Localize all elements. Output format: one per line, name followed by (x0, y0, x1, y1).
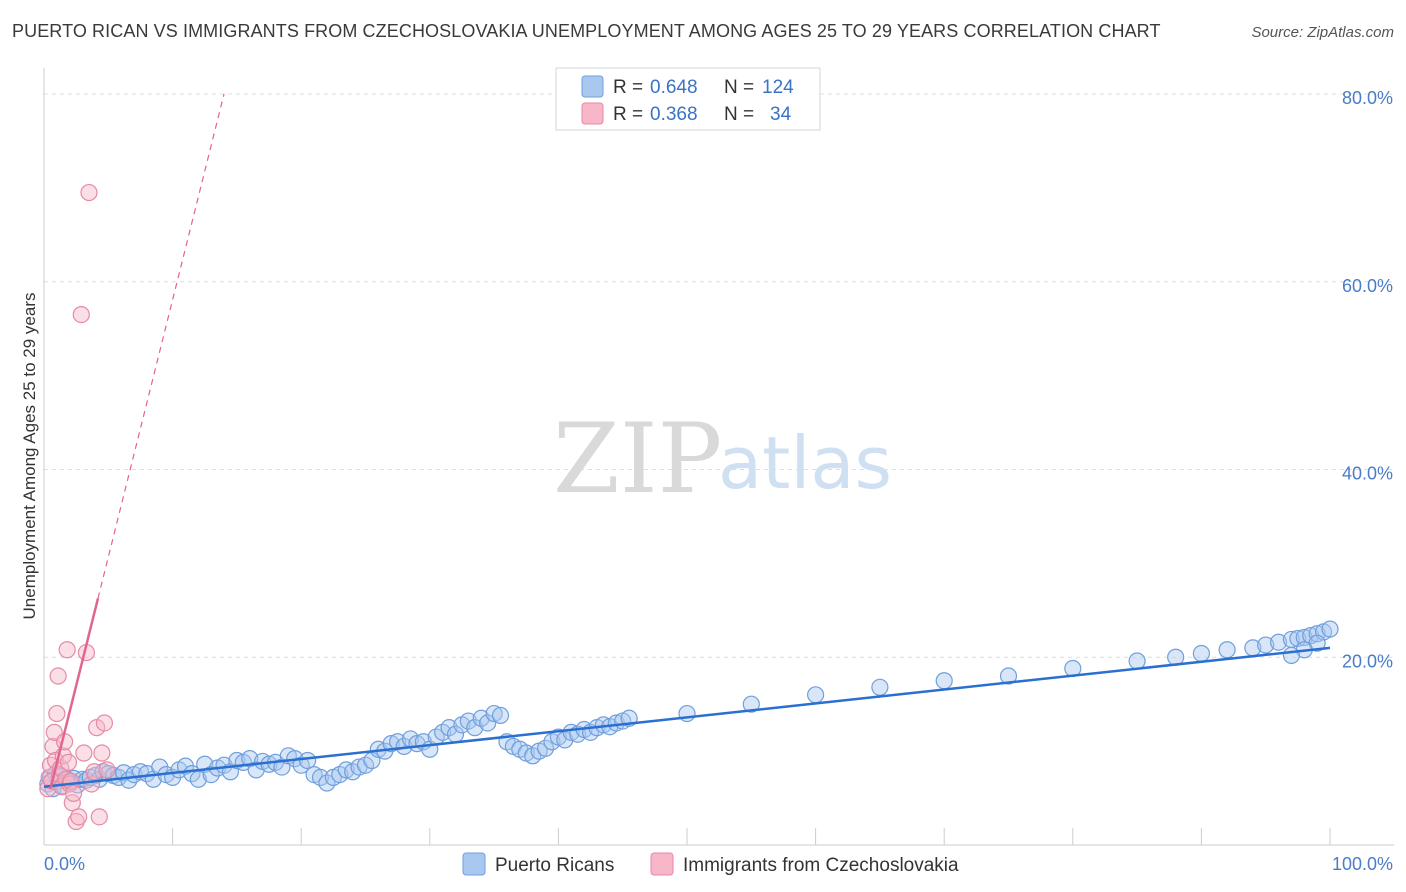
correlation-legend: R = 0.648 N = 124 R = 0.368 N = 34 (555, 67, 821, 131)
czechoslovakia-point-21 (67, 812, 85, 831)
puerto-rican-point-86 (536, 739, 555, 757)
puerto-rican-point-110 (1218, 641, 1236, 659)
puerto-rican-point-101 (742, 695, 760, 713)
puerto-rican-point-105 (999, 667, 1018, 685)
puerto-rican-point-74 (459, 712, 477, 730)
czechoslovakia-point-24 (75, 744, 93, 762)
legend-n-value-1: 124 (762, 77, 794, 98)
trend-lines (43, 93, 1331, 789)
czechoslovakia-point-30 (90, 808, 108, 826)
puerto-rican-point-34 (202, 765, 220, 784)
czechoslovakia-point-26 (80, 183, 98, 202)
watermark-zip: ZIP (553, 403, 722, 515)
puerto-rican-point-77 (479, 714, 497, 732)
czechoslovakia-point-8 (49, 667, 67, 685)
y-tick-label-40: 40.0% (1342, 464, 1393, 484)
czechoslovakia-point-31 (93, 744, 111, 762)
legend-swatch-pink (581, 102, 604, 125)
puerto-rican-point-107 (1128, 652, 1146, 670)
legend-n-label-2: N = (724, 104, 754, 125)
trend-line-czechoslovakia-solid (49, 597, 100, 789)
puerto-rican-point-104 (935, 672, 953, 690)
bottom-legend-swatch-pink (650, 852, 674, 876)
legend-r-label-2: R = (613, 104, 643, 125)
czechoslovakia-point-20 (64, 784, 83, 802)
legend-swatch-blue (581, 75, 604, 98)
czechoslovakia-point-22 (70, 808, 88, 826)
legend-r-value-1: 0.648 (650, 77, 698, 98)
czechoslovakia-point-23 (72, 306, 90, 324)
puerto-rican-point-113 (1269, 633, 1288, 651)
trend-line-puerto-ricans (43, 646, 1331, 789)
puerto-rican-point-49 (299, 751, 317, 770)
puerto-rican-point-102 (806, 686, 825, 704)
y-tick-label-60: 60.0% (1342, 276, 1393, 296)
legend-n-value-2: 34 (770, 104, 792, 125)
bottom-legend-label-2: Immigrants from Czechoslovakia (683, 855, 959, 876)
puerto-rican-point-55 (337, 761, 355, 779)
legend-n-label-1: N = (724, 77, 754, 98)
watermark-atlas: atlas (718, 421, 892, 505)
puerto-rican-point-123 (1282, 646, 1301, 664)
puerto-rican-point-79 (491, 706, 510, 725)
grid-lines (44, 93, 1394, 658)
puerto-rican-point-78 (485, 704, 503, 723)
bottom-legend-swatch-blue (462, 852, 486, 876)
czechoslovakia-point-33 (98, 761, 116, 779)
y-axis-label: Unemployment Among Ages 25 to 29 years (20, 293, 39, 620)
source-credit: Source: ZipAtlas.com (1251, 24, 1394, 41)
czechoslovakia-point-16 (59, 753, 78, 771)
trend-line-czechoslovakia-dashed (97, 93, 225, 599)
czechoslovakia-point-15 (58, 641, 76, 659)
puerto-rican-point-109 (1192, 644, 1211, 663)
puerto-rican-point-36 (215, 756, 233, 774)
chart-title: PUERTO RICAN VS IMMIGRANTS FROM CZECHOSL… (12, 21, 1161, 41)
puerto-rican-point-112 (1257, 636, 1275, 654)
bottom-legend-label-1: Puerto Ricans (495, 855, 614, 876)
czechoslovakia-point-7 (48, 704, 66, 723)
puerto-rican-point-75 (466, 719, 484, 737)
legend-r-label-1: R = (613, 77, 643, 98)
puerto-rican-point-71 (440, 719, 458, 737)
y-tick-labels: 20.0% 40.0% 60.0% 80.0% (1342, 88, 1393, 671)
puerto-rican-point-103 (871, 678, 889, 696)
y-tick-label-20: 20.0% (1342, 651, 1393, 671)
puerto-rican-point-120 (1321, 620, 1339, 638)
watermark: ZIP atlas (553, 403, 892, 515)
x-tick-labels: 0.0% 100.0% (44, 854, 1393, 874)
axes (43, 68, 1394, 846)
y-tick-label-80: 80.0% (1342, 88, 1393, 108)
series-legend: Puerto Ricans Immigrants from Czechoslov… (462, 852, 959, 876)
puerto-rican-point-118 (1308, 625, 1326, 643)
legend-r-value-2: 0.368 (650, 104, 698, 125)
series-puerto-ricans-points (39, 620, 1339, 798)
x-tick-label-min: 0.0% (44, 854, 85, 874)
czechoslovakia-point-32 (95, 714, 114, 732)
czechoslovakia-point-28 (85, 763, 103, 781)
x-tick-label-max: 100.0% (1332, 854, 1393, 874)
series-czechoslovakia-points (39, 183, 116, 831)
